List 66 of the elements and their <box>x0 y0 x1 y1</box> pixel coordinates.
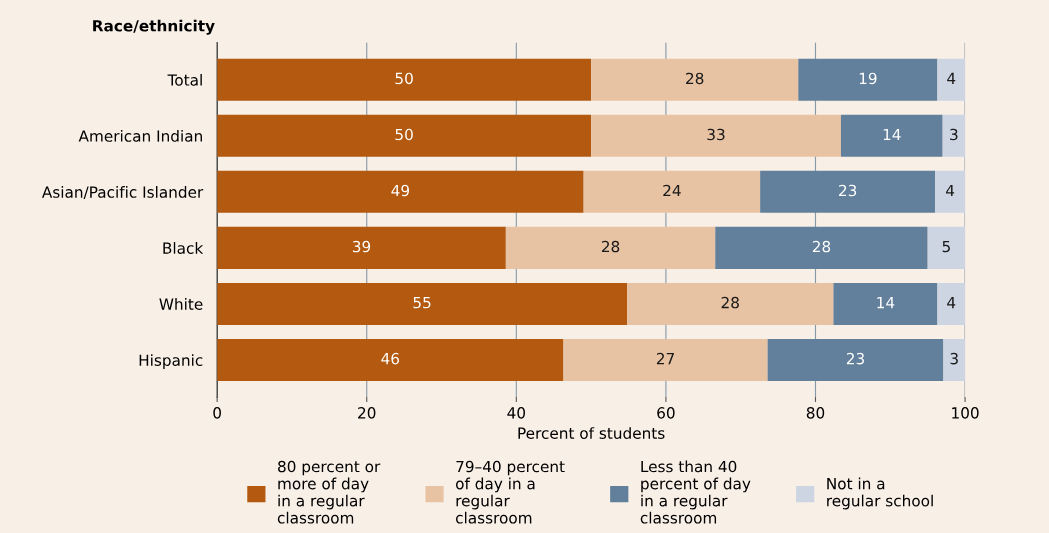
y-tick-label: Hispanic <box>139 354 203 369</box>
data-label: 3 <box>950 128 958 141</box>
bar <box>715 226 928 269</box>
bar <box>505 226 716 269</box>
bar <box>627 282 834 325</box>
data-label: 24 <box>663 184 681 197</box>
y-tick-label: Asian/Pacific Islander <box>41 186 204 200</box>
data-label: 14 <box>883 128 901 141</box>
data-label: 4 <box>947 72 956 84</box>
y-tick-label: American Indian <box>78 130 202 142</box>
data-label: 33 <box>707 128 725 141</box>
bar <box>943 338 966 381</box>
legend-label: 79–40 percent of day in a regular classroom <box>455 460 565 524</box>
data-label: 23 <box>846 352 864 365</box>
y-tick-label: Black <box>163 242 204 254</box>
data-label: 50 <box>395 128 413 141</box>
bar <box>927 226 966 269</box>
data-label: 28 <box>686 72 704 85</box>
legend-label: 80 percent or more of day in a regular classroom <box>277 460 381 524</box>
data-label: 28 <box>601 240 620 253</box>
data-label: 49 <box>391 184 410 197</box>
bar <box>798 58 938 101</box>
x-tick-label: 60 <box>657 407 675 419</box>
bar <box>591 58 799 101</box>
legend-label: Not in a regular school <box>827 477 933 510</box>
bar <box>217 114 592 157</box>
data-label: 50 <box>395 72 413 85</box>
x-tick-label: 0 <box>213 407 221 419</box>
bar <box>217 338 564 381</box>
bar <box>760 170 936 213</box>
data-label: 3 <box>950 352 958 365</box>
bar <box>583 170 761 213</box>
bar <box>833 282 938 325</box>
bar <box>591 114 841 157</box>
data-label: 27 <box>656 352 674 365</box>
data-label: 28 <box>721 296 739 309</box>
data-label: 28 <box>812 240 831 253</box>
x-tick-label: 100 <box>952 407 979 419</box>
data-label: 23 <box>839 184 857 197</box>
data-label: 39 <box>352 240 371 253</box>
bar <box>217 170 584 213</box>
y-tick-label: White <box>159 298 203 310</box>
x-axis-title: Percent of students <box>518 427 665 439</box>
bar <box>767 338 944 381</box>
data-label: 55 <box>413 297 431 309</box>
data-label: 19 <box>859 72 877 85</box>
data-label: 14 <box>877 297 895 309</box>
data-label: 5 <box>942 240 950 253</box>
y-tick-label: Total <box>167 73 202 86</box>
bar <box>563 338 768 381</box>
y-axis-title: Race/ethnicity <box>93 19 215 35</box>
data-label: 4 <box>946 184 955 197</box>
x-tick-label: 40 <box>507 407 526 419</box>
bar <box>840 114 943 157</box>
bar <box>942 114 966 157</box>
legend-label: Less than 40 percent of day in a regular classroom <box>640 460 751 524</box>
bar <box>937 282 966 325</box>
bar <box>935 170 966 213</box>
data-label: 46 <box>381 352 400 365</box>
x-tick-label: 20 <box>358 407 376 419</box>
x-tick-label: 80 <box>806 407 825 419</box>
bar <box>217 58 592 101</box>
bar <box>217 282 628 325</box>
data-label: 4 <box>947 297 956 309</box>
bar <box>217 226 506 269</box>
bar <box>937 58 966 101</box>
